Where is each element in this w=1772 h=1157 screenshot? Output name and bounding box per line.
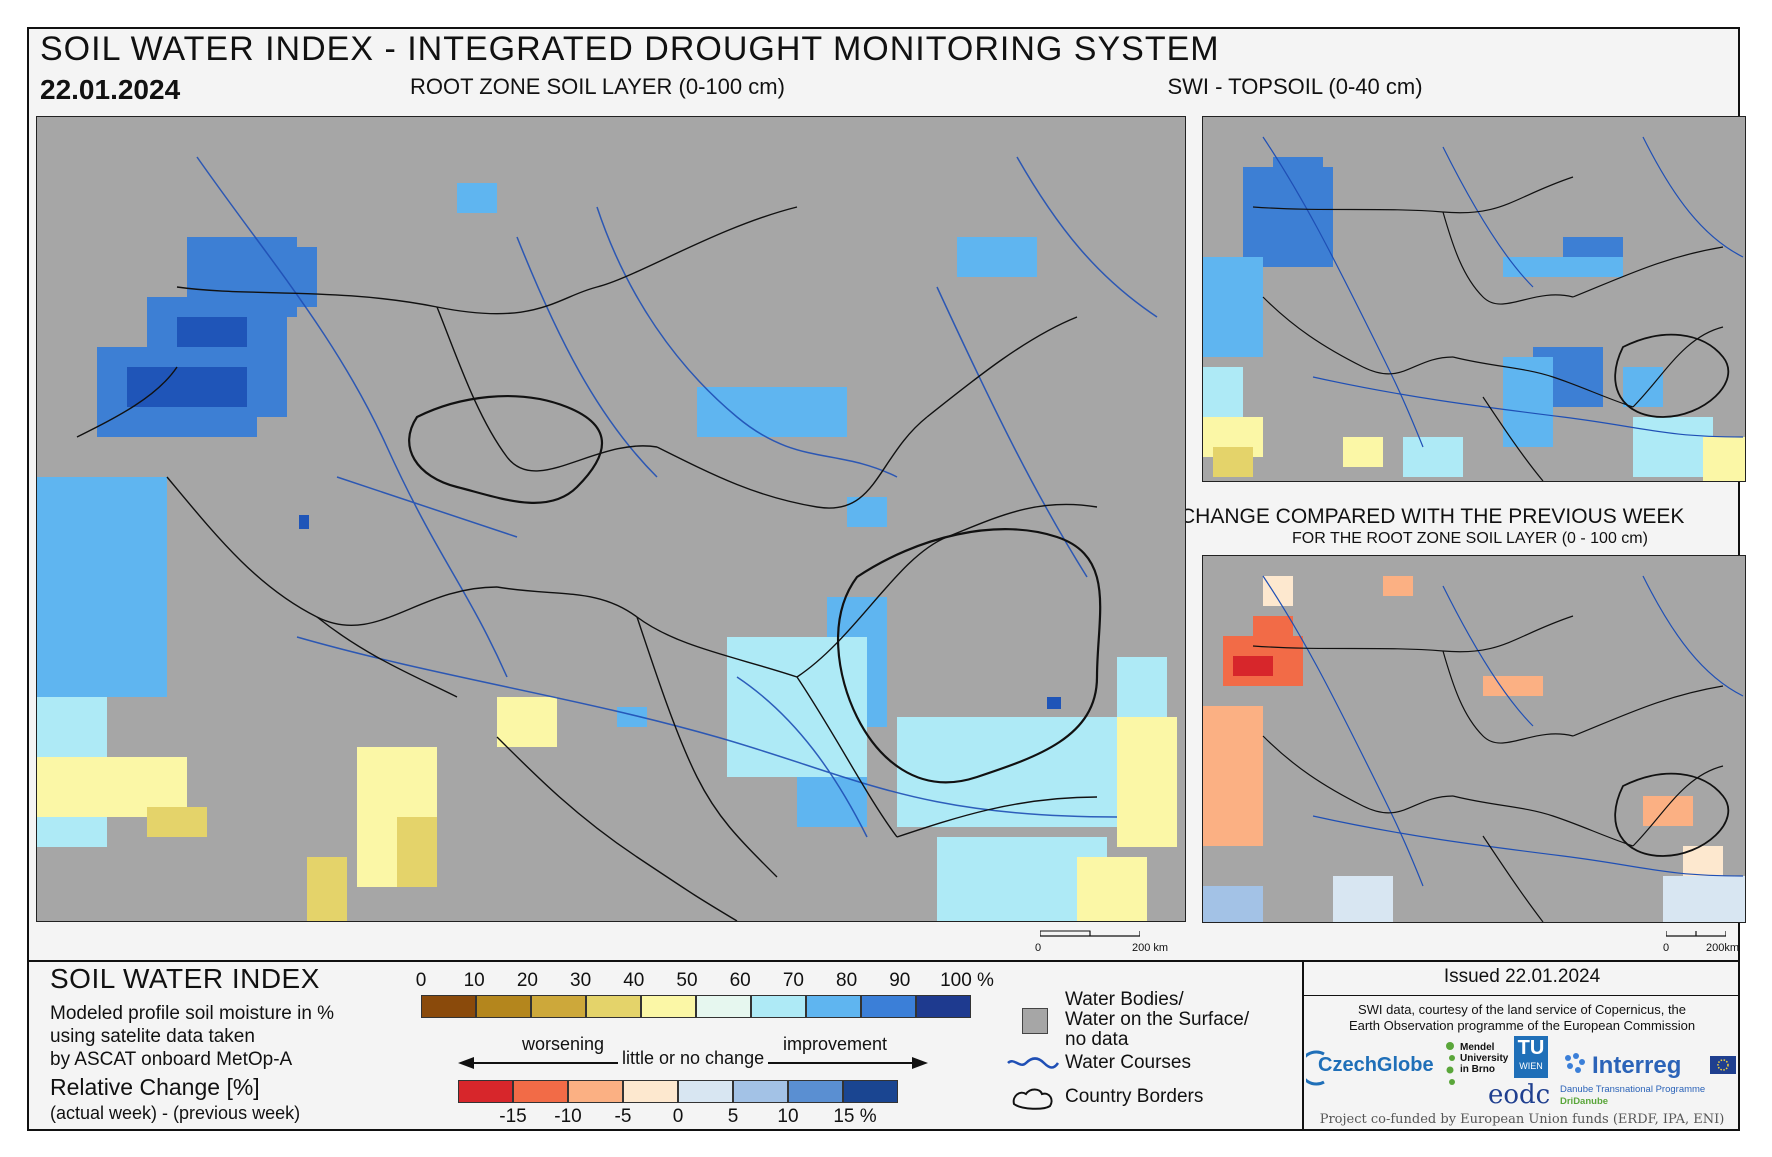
mendel-text: Mendel University in Brno	[1460, 1042, 1508, 1075]
swi-swatch-1	[476, 995, 531, 1018]
copernicus-credit-line-2: Earth Observation programme of the Europ…	[1348, 1018, 1696, 1033]
root-zone-swi-map	[36, 116, 1186, 922]
page-title: SOIL WATER INDEX - INTEGRATED DROUGHT MO…	[40, 30, 1220, 68]
dridanube-text: DriDanube	[1560, 1096, 1609, 1107]
change-tick-5: 10	[777, 1106, 799, 1127]
improvement-label: improvement	[779, 1034, 892, 1055]
change-swatch-5	[733, 1080, 788, 1103]
side-map-scale-bar	[1665, 927, 1727, 941]
swi-tick-7: 70	[782, 970, 804, 991]
eodc-logo: eodc	[1488, 1080, 1551, 1110]
country-border-symbol	[1010, 1086, 1056, 1112]
map-date: 22.01.2024	[40, 74, 181, 105]
legend-title: SOIL WATER INDEX	[50, 963, 320, 994]
change-swatch-1	[513, 1080, 568, 1103]
mendel-text-line-2: University	[1460, 1053, 1509, 1064]
wien-text: WIEN	[1519, 1061, 1543, 1071]
funding-note: Project co-funded by European Union fund…	[1319, 1112, 1725, 1127]
swi-tick-labels: 0 10 20 30 40 50 60 70 80 90 100 %	[0, 970, 1020, 994]
issued-divider	[1304, 995, 1740, 996]
swi-swatch-5	[696, 995, 751, 1018]
change-color-bar	[458, 1080, 898, 1103]
change-swatch-3	[623, 1080, 678, 1103]
change-map-caption: CHANGE COMPARED WITH THE PREVIOUS WEEK	[1180, 505, 1685, 528]
issued-date: Issued 22.01.2024	[1443, 966, 1601, 987]
water-course-symbol	[1006, 1056, 1060, 1070]
water-bodies-swatch	[1022, 1008, 1048, 1034]
mendel-text-line-1: Mendel	[1460, 1042, 1495, 1053]
tu-wien-logo: TU WIEN	[1514, 1036, 1548, 1078]
interreg-logo: Interreg Danube Transnational Programme …	[1560, 1046, 1738, 1107]
tu-text: TU	[1517, 1037, 1545, 1059]
legend-description-line-1: Modeled profile soil moisture in %	[50, 1003, 335, 1024]
change-map-subcaption: FOR THE ROOT ZONE SOIL LAYER (0 - 100 cm…	[1292, 530, 1648, 547]
main-map-caption: ROOT ZONE SOIL LAYER (0-100 cm)	[410, 74, 785, 99]
side-scale-zero: 0	[1663, 942, 1670, 954]
main-scale-end: 200 km	[1132, 942, 1169, 954]
swi-swatch-3	[586, 995, 641, 1018]
change-tick-0: -15	[499, 1106, 527, 1127]
change-swatch-2	[568, 1080, 623, 1103]
interreg-subtitle: Danube Transnational Programme	[1560, 1084, 1706, 1095]
change-tick-labels: -15 -10 -5 0 5 10 15 %	[0, 1106, 1020, 1130]
swi-color-bar	[421, 995, 971, 1018]
change-tick-2: -5	[614, 1106, 632, 1127]
legend-divider	[27, 960, 1740, 962]
swi-swatch-9	[916, 995, 971, 1018]
country-borders-label: Country Borders	[1065, 1086, 1204, 1107]
worsening-label: worsening	[518, 1034, 609, 1055]
water-bodies-line-2: Water on the Surface/	[1065, 1009, 1250, 1030]
topsoil-map-caption: SWI - TOPSOIL (0-40 cm)	[1167, 74, 1423, 99]
swi-tick-9: 90	[889, 970, 911, 991]
legend-description-line-3: by ASCAT onboard MetOp-A	[50, 1049, 293, 1070]
little-change-label: little or no change	[618, 1048, 769, 1069]
swi-swatch-4	[641, 995, 696, 1018]
change-swatch-7	[843, 1080, 898, 1103]
swi-swatch-6	[751, 995, 806, 1018]
swi-tick-8: 80	[836, 970, 858, 991]
swi-tick-3: 30	[570, 970, 592, 991]
swi-swatch-2	[531, 995, 586, 1018]
credits-divider	[1302, 962, 1304, 1130]
relative-change-note: (actual week) - (previous week)	[50, 1103, 301, 1123]
swi-swatch-7	[806, 995, 861, 1018]
topsoil-swi-map	[1202, 116, 1746, 482]
legend-description-line-2: using satelite data taken	[50, 1026, 255, 1047]
swi-tick-2: 20	[516, 970, 538, 991]
change-tick-1: -10	[554, 1106, 582, 1127]
mendel-logo: Mendel University in Brno	[1444, 1040, 1514, 1090]
weekly-change-map	[1202, 555, 1746, 923]
swi-tick-1: 10	[463, 970, 485, 991]
water-bodies-label: Water Bodies/ Water on the Surface/ no d…	[1065, 990, 1249, 1050]
swi-swatch-8	[861, 995, 916, 1018]
change-tick-6: 15 %	[833, 1106, 877, 1127]
change-tick-3: 0	[672, 1106, 684, 1127]
main-map-scale-bar	[1039, 927, 1141, 941]
swi-tick-4: 40	[623, 970, 645, 991]
mendel-text-line-3: in Brno	[1460, 1064, 1495, 1075]
czechglobe-text: CzechGlobe	[1318, 1054, 1434, 1076]
legend-description: Modeled profile soil moisture in % using…	[50, 1002, 334, 1071]
copernicus-credit: SWI data, courtesy of the land service o…	[1304, 1002, 1740, 1034]
main-scale-zero: 0	[1035, 942, 1042, 954]
change-swatch-4	[678, 1080, 733, 1103]
change-tick-4: 5	[727, 1106, 739, 1127]
relative-change-title: Relative Change [%]	[50, 1074, 260, 1100]
interreg-text: Interreg	[1592, 1052, 1682, 1079]
water-courses-label: Water Courses	[1065, 1052, 1191, 1073]
swi-swatch-0	[421, 995, 476, 1018]
copernicus-credit-line-1: SWI data, courtesy of the land service o…	[1357, 1002, 1687, 1017]
swi-tick-0: 0	[415, 970, 427, 991]
water-bodies-line-3: no data	[1065, 1029, 1129, 1050]
swi-tick-5: 50	[676, 970, 698, 991]
side-scale-end: 200km	[1706, 942, 1740, 954]
swi-tick-10: 100 %	[940, 970, 994, 991]
change-swatch-6	[788, 1080, 843, 1103]
czechglobe-logo: CzechGlobe	[1298, 1046, 1444, 1086]
water-bodies-line-1: Water Bodies/	[1065, 989, 1184, 1010]
change-swatch-0	[458, 1080, 513, 1103]
swi-tick-6: 60	[729, 970, 751, 991]
